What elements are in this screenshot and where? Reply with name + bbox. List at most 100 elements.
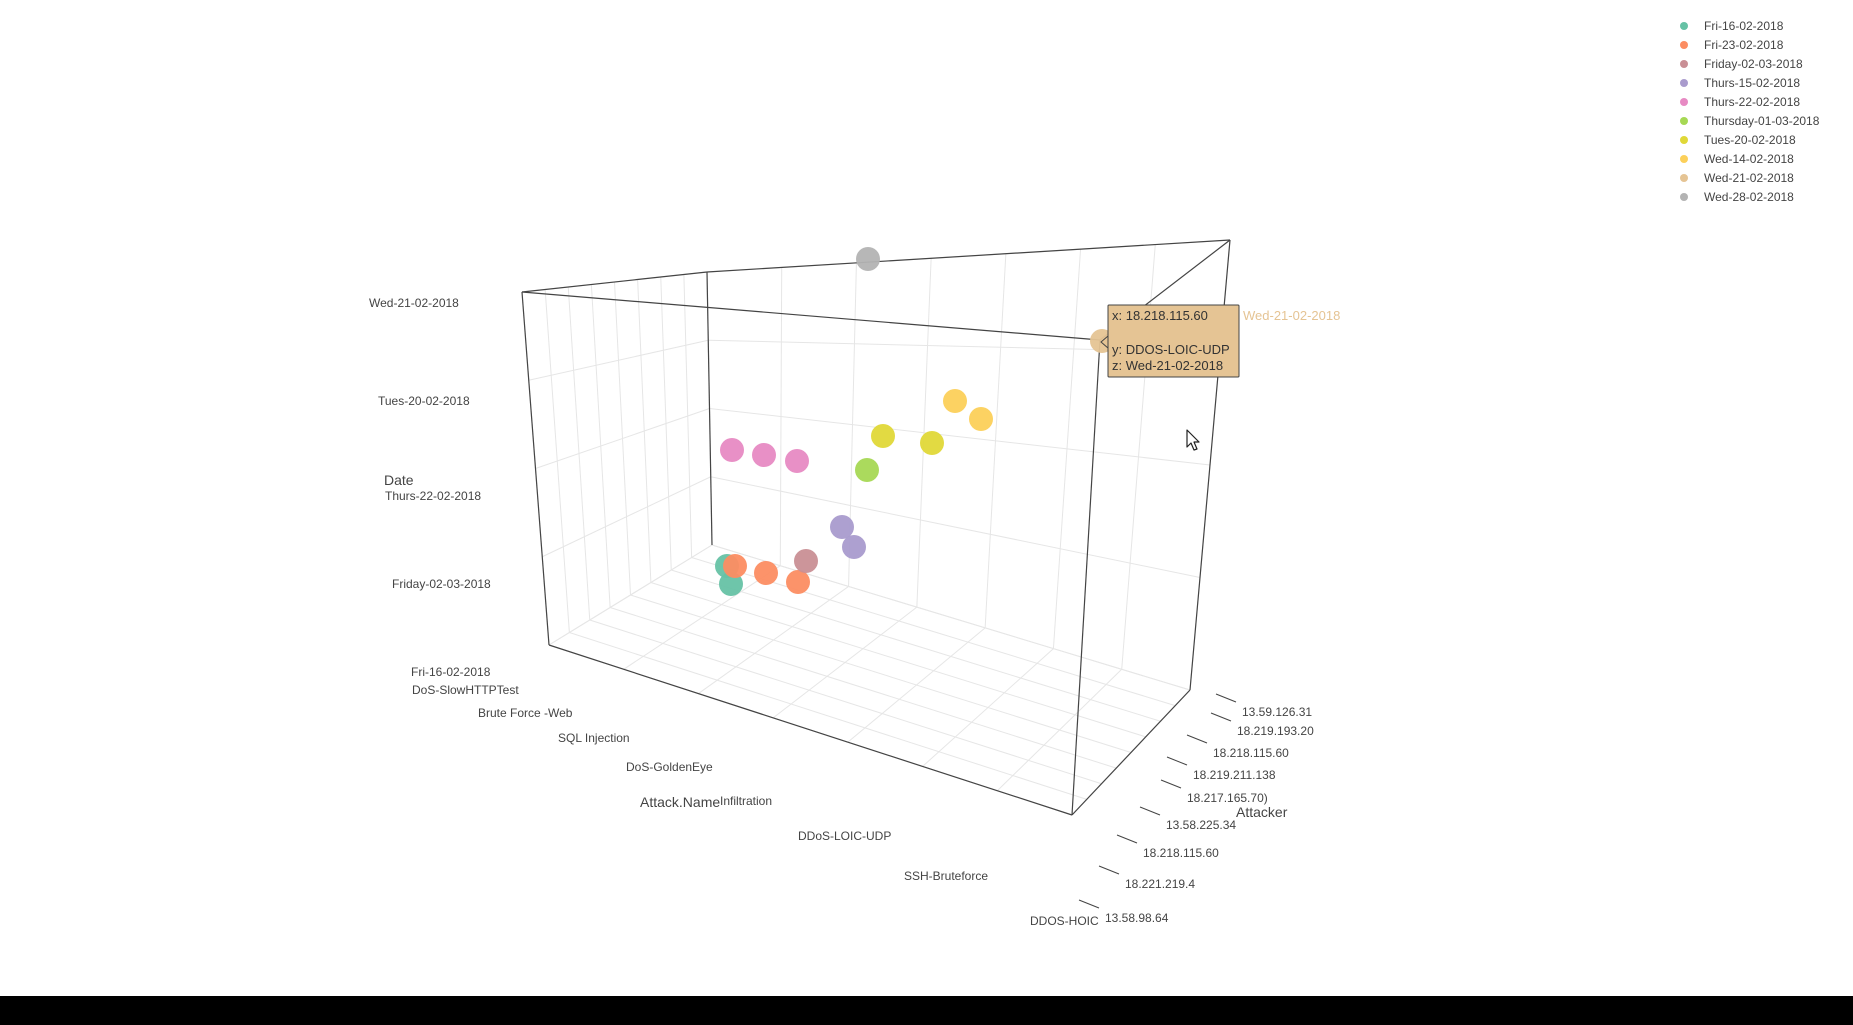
hover-tooltip: x: 18.218.115.60 y: DDOS-LOIC-UDP z: Wed…: [1100, 304, 1340, 378]
frame-edge: [521, 271, 708, 293]
legend-label: Wed-21-02-2018: [1704, 171, 1794, 185]
x-tick-mark: [1166, 756, 1188, 766]
taskbar-strip: [0, 996, 1853, 1025]
grid-line: [528, 339, 709, 381]
grid-line: [609, 607, 1117, 769]
grid-line: [623, 565, 781, 670]
grid-line: [698, 586, 849, 694]
x-tick-label: 18.219.211.138: [1193, 768, 1276, 782]
x-axis-ticks: 13.58.98.64 18.221.219.4 18.218.115.60 13.5…: [1078, 693, 1314, 925]
y-tick-label: DDoS-LOIC-UDP: [798, 829, 891, 843]
legend-label: Thursday-01-03-2018: [1704, 114, 1820, 128]
y-tick-label: DoS-GoldenEye: [626, 760, 713, 774]
frame-edge: [1071, 689, 1191, 816]
legend-item[interactable]: Fri-16-02-2018: [1680, 19, 1784, 33]
x-tick-mark: [1186, 734, 1208, 744]
grid-line: [542, 476, 711, 558]
data-point[interactable]: [842, 535, 866, 559]
grid-line: [711, 544, 1191, 691]
legend-item[interactable]: Wed-14-02-2018: [1680, 152, 1794, 166]
x-tick-label: 13.58.225.34: [1166, 818, 1236, 832]
frame-edge: [548, 644, 1073, 816]
data-point[interactable]: [723, 554, 747, 578]
grid-line: [630, 594, 1132, 753]
legend-item[interactable]: Thursday-01-03-2018: [1680, 114, 1820, 128]
x-tick-label: 18.219.193.20: [1237, 724, 1314, 738]
tooltip-y: y: DDOS-LOIC-UDP: [1112, 342, 1230, 357]
legend-item[interactable]: Tues-20-02-2018: [1680, 133, 1796, 147]
grid-line: [589, 619, 1102, 785]
data-point[interactable]: [720, 438, 744, 462]
legend-item[interactable]: Wed-28-02-2018: [1680, 190, 1794, 204]
tooltip-pointer: [1100, 334, 1109, 350]
data-point[interactable]: [794, 549, 818, 573]
legend-marker: [1680, 79, 1688, 87]
data-point[interactable]: [752, 443, 776, 467]
legend-label: Fri-16-02-2018: [1704, 19, 1784, 33]
data-point[interactable]: [785, 449, 809, 473]
grid-line: [709, 408, 1211, 466]
grid-line: [569, 632, 1087, 800]
grid-line: [847, 627, 986, 743]
legend-marker: [1680, 136, 1688, 144]
data-point[interactable]: [719, 572, 743, 596]
grid-line: [772, 606, 918, 719]
data-point[interactable]: [830, 515, 854, 539]
legend-item[interactable]: Friday-02-03-2018: [1680, 57, 1803, 71]
data-point[interactable]: [871, 424, 895, 448]
z-tick-label: Fri-16-02-2018: [411, 665, 491, 679]
grid-line: [671, 569, 1161, 722]
x-tick-mark: [1210, 712, 1232, 722]
x-tick-label: 13.59.126.31: [1242, 705, 1312, 719]
legend-marker: [1680, 22, 1688, 30]
x-tick-mark: [1098, 865, 1120, 875]
y-tick-label: DoS-SlowHTTPTest: [412, 683, 519, 697]
legend-label: Tues-20-02-2018: [1704, 133, 1796, 147]
data-point[interactable]: [943, 389, 967, 413]
x-tick-label: 18.221.219.4: [1125, 877, 1195, 891]
data-point[interactable]: [754, 561, 778, 585]
legend-item[interactable]: Fri-23-02-2018: [1680, 38, 1784, 52]
legend-marker: [1680, 174, 1688, 182]
z-tick-label: Thurs-22-02-2018: [385, 489, 481, 503]
z-tick-label: Wed-21-02-2018: [369, 296, 459, 310]
frame-edge: [706, 239, 1231, 273]
z-tick-label: Tues-20-02-2018: [378, 394, 470, 408]
y-tick-label: Brute Force -Web: [478, 706, 573, 720]
data-point[interactable]: [855, 458, 879, 482]
y-tick-label: SQL Injection: [558, 731, 630, 745]
legend[interactable]: Fri-16-02-2018 Fri-23-02-2018 Friday-02-03…: [1680, 19, 1820, 204]
data-point[interactable]: [856, 247, 880, 271]
frame-edge: [1071, 339, 1101, 816]
grid-line: [548, 544, 713, 646]
y-tick-label: SSH-Bruteforce: [904, 869, 988, 883]
tooltip-series-label: Wed-21-02-2018: [1243, 308, 1340, 323]
data-points[interactable]: [715, 247, 1114, 596]
grid-line: [650, 582, 1146, 738]
legend-marker: [1680, 155, 1688, 163]
grid-line: [996, 668, 1123, 792]
grid-line: [922, 648, 1054, 767]
y-axis-ticks: DoS-SlowHTTPTest Brute Force -Web SQL Inje…: [412, 683, 1099, 928]
legend-label: Thurs-22-02-2018: [1704, 95, 1800, 109]
x-tick-mark: [1215, 693, 1237, 703]
legend-item[interactable]: Thurs-22-02-2018: [1680, 95, 1800, 109]
legend-item[interactable]: Thurs-15-02-2018: [1680, 76, 1800, 90]
legend-label: Fri-23-02-2018: [1704, 38, 1784, 52]
data-point[interactable]: [969, 407, 993, 431]
data-point[interactable]: [786, 570, 810, 594]
x-tick-label: 13.58.98.64: [1105, 911, 1169, 925]
x-tick-label: 18.218.115.60: [1213, 746, 1289, 760]
z-tick-label: Friday-02-03-2018: [392, 577, 491, 591]
tooltip-x: x: 18.218.115.60: [1112, 308, 1208, 323]
x-tick-mark: [1160, 779, 1182, 789]
legend-marker: [1680, 98, 1688, 106]
legend-label: Wed-28-02-2018: [1704, 190, 1794, 204]
x-tick-label: 18.218.115.60: [1143, 846, 1219, 860]
legend-item[interactable]: Wed-21-02-2018: [1680, 171, 1794, 185]
legend-marker: [1680, 41, 1688, 49]
legend-marker: [1680, 60, 1688, 68]
data-point[interactable]: [920, 431, 944, 455]
axis-frame: [521, 239, 1231, 816]
